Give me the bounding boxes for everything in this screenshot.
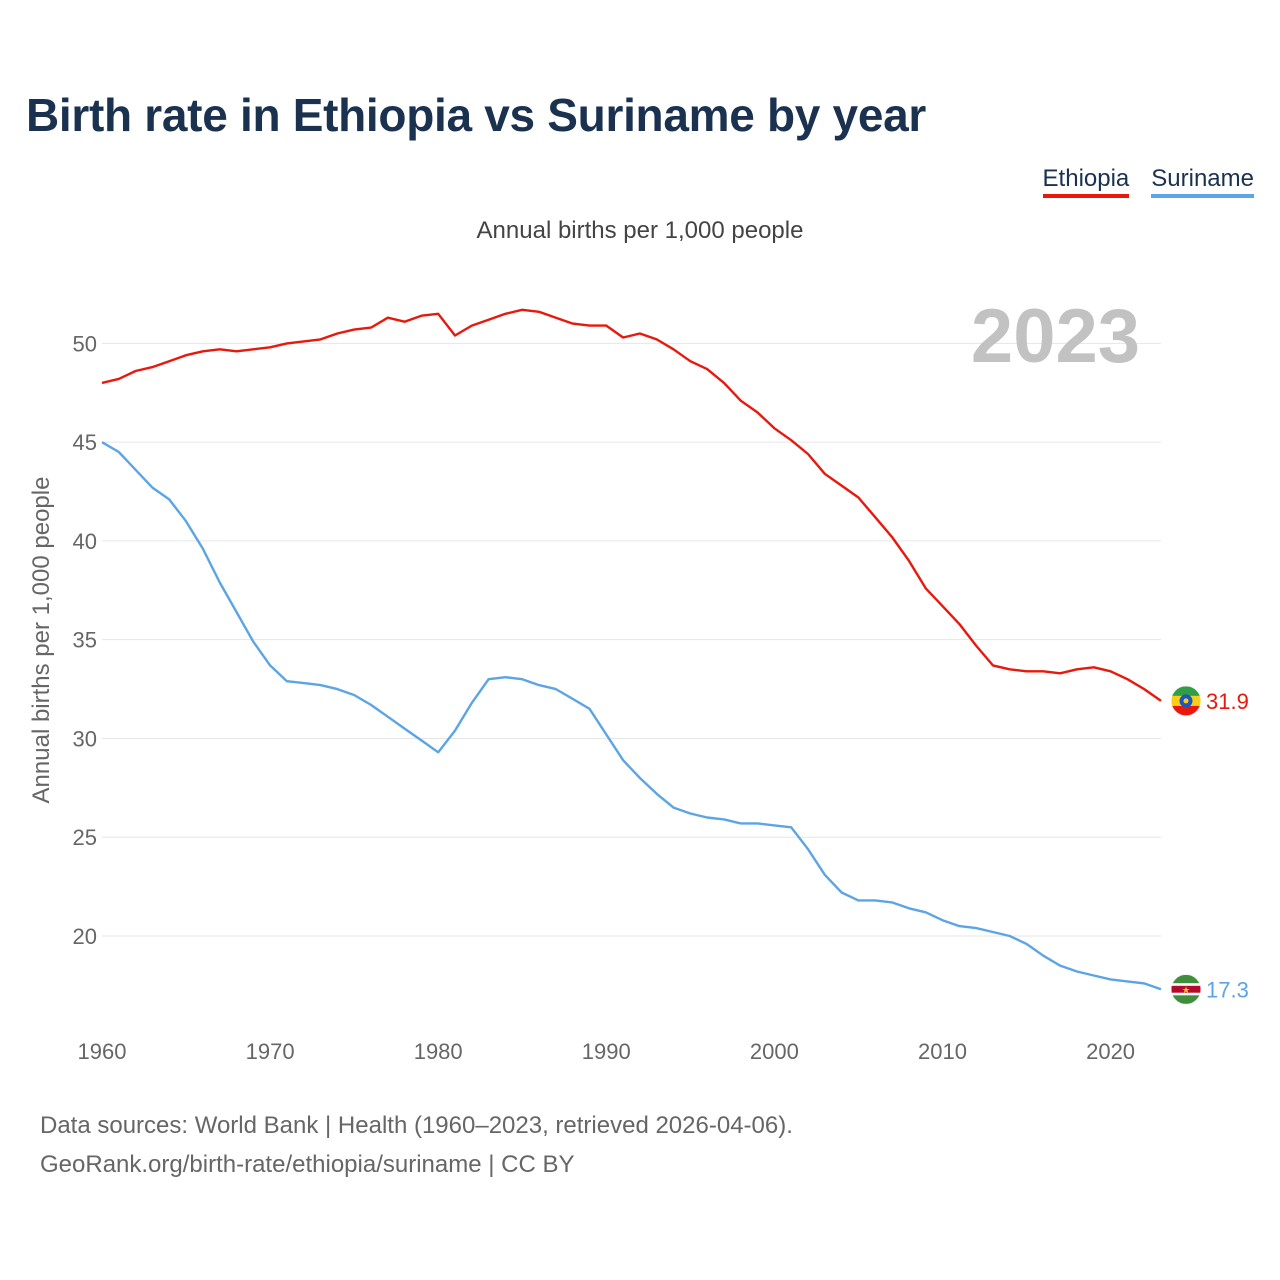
y-tick-label: 40 [73,529,97,554]
series-line-suriname [101,441,1162,991]
end-value-label-ethiopia: 31.9 [1206,689,1249,714]
y-tick-label: 50 [73,331,97,356]
y-tick-label: 30 [73,726,97,751]
y-tick-label: 45 [73,430,97,455]
suriname-flag-icon: ★ [1171,974,1201,1005]
svg-text:★: ★ [1182,985,1190,995]
chart-subtitle: Annual births per 1,000 people [476,217,804,244]
year-watermark: 2023 [971,294,1140,379]
chart-title: Birth rate in Ethiopia vs Suriname by ye… [26,89,927,141]
source-footer: Data sources: World Bank | Health (1960–… [40,1106,793,1184]
ethiopia-flag-icon [1171,685,1201,716]
license-line: GeoRank.org/birth-rate/ethiopia/suriname… [40,1151,575,1178]
legend-item-suriname[interactable]: Suriname [1151,165,1254,198]
y-tick-label: 35 [73,628,97,653]
legend: Ethiopia Suriname [1042,165,1254,198]
legend-item-ethiopia[interactable]: Ethiopia [1042,165,1130,198]
y-tick-label: 25 [73,825,97,850]
x-tick-label: 1980 [414,1039,463,1064]
x-tick-label: 1990 [582,1039,631,1064]
x-tick-label: 1970 [246,1039,295,1064]
x-tick-label: 2010 [918,1039,967,1064]
x-tick-label: 2020 [1086,1039,1135,1064]
series-line-ethiopia [101,308,1162,702]
x-tick-label: 1960 [78,1039,127,1064]
line-chart: 20 25 30 35 40 45 50 1960 1970 1980 1990 2000 2010 20… [73,294,1249,1064]
x-tick-label: 2000 [750,1039,799,1064]
y-tick-label: 20 [73,924,97,949]
source-line: Data sources: World Bank | Health (1960–… [40,1112,793,1139]
end-value-label-suriname: 17.3 [1206,977,1249,1002]
